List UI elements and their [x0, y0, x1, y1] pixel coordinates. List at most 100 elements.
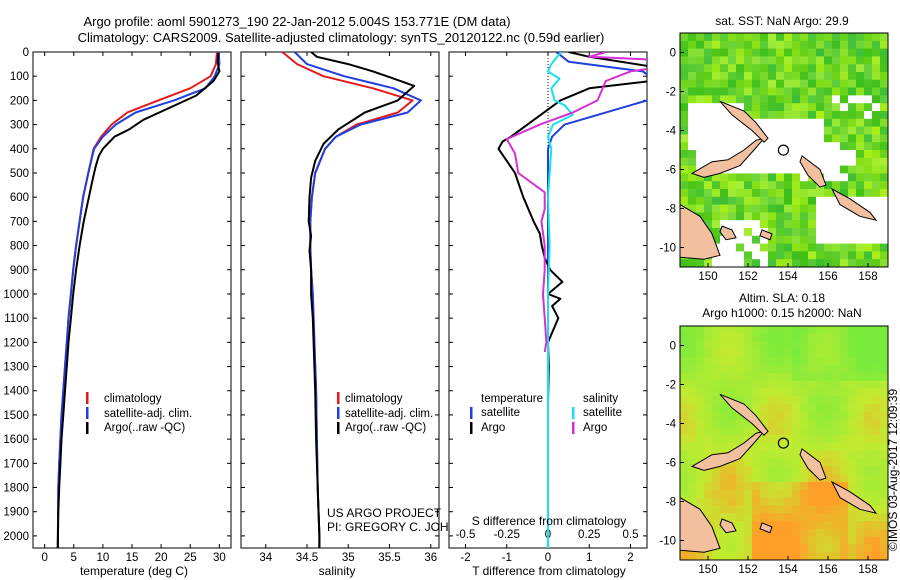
sst-cell [872, 79, 881, 89]
sst-cell [864, 40, 873, 50]
sst-cell [840, 228, 849, 237]
sla-cell [696, 396, 705, 405]
sst-cell [696, 103, 705, 112]
legend-swatch-climatology [86, 392, 89, 404]
sst-cell [768, 189, 777, 198]
sst-cell [728, 33, 737, 42]
sla-cell [752, 326, 761, 335]
sst-cell [776, 48, 785, 57]
sla-cell [720, 536, 729, 545]
sla-cell [776, 544, 785, 553]
sst-cell [728, 87, 737, 96]
sla-cell [808, 365, 817, 374]
sst-cell [736, 33, 745, 42]
sst-cell [752, 72, 761, 81]
sst-cell [840, 189, 849, 198]
sst-cell [872, 165, 881, 174]
header-title-line-1: Argo profile: aoml 5901273_190 22-Jan-20… [83, 14, 510, 29]
sst-cell [832, 259, 841, 267]
temperature-series [56, 52, 221, 548]
sst-cell [856, 150, 865, 159]
sst-cell [824, 165, 833, 174]
sst-cell [720, 212, 729, 221]
sla-cell [880, 404, 888, 413]
sla-cell [840, 536, 849, 545]
sst-cell [864, 243, 873, 252]
sla-cell [848, 380, 857, 389]
legend-header-salinity: salinity [583, 393, 618, 405]
sla-cell [736, 341, 745, 350]
sst-cell [680, 134, 689, 143]
sla-cell [736, 326, 745, 335]
sst-cell [760, 243, 769, 252]
sst-cell [784, 126, 793, 135]
sst-cell [744, 204, 753, 213]
sla-cell [816, 482, 825, 491]
sst-cell [872, 251, 881, 260]
sst-cell [792, 212, 801, 221]
sla-cell [696, 326, 705, 335]
sla-cell [704, 396, 713, 405]
sst-cell [768, 165, 777, 174]
sst-cell [840, 220, 849, 229]
sst-cell [832, 204, 841, 213]
sst-cell [832, 228, 841, 237]
sst-cell [800, 79, 809, 89]
sst-cell [688, 259, 697, 267]
sla-cell [696, 435, 705, 444]
sst-cell [856, 48, 865, 57]
sst-cell [856, 173, 865, 182]
sst-cell [840, 235, 849, 245]
sst-cell [800, 220, 809, 229]
sst-cell [816, 212, 825, 221]
sla-cell [792, 536, 801, 545]
sla-cell [752, 489, 761, 499]
sst-cell [864, 173, 873, 182]
sla-cell [848, 474, 857, 483]
sst-cell [680, 142, 689, 151]
sst-cell [816, 150, 825, 159]
sst-cell [808, 157, 817, 167]
sla-cell [688, 357, 697, 366]
sst-cell [816, 103, 825, 112]
sst-cell [864, 150, 873, 159]
sst-cell [808, 251, 817, 260]
sst-cell [768, 103, 777, 112]
sla-cell [720, 411, 729, 421]
sst-cell [864, 87, 873, 96]
sla-cell [808, 341, 817, 350]
sst-cell [800, 48, 809, 57]
sla-cell [824, 435, 833, 444]
sla-cell [792, 466, 801, 475]
sla-cell [864, 411, 873, 421]
sla-cell [760, 450, 769, 460]
sst-cell [744, 134, 753, 143]
sla-cell [816, 521, 825, 530]
sla-cell [848, 341, 857, 350]
sla-cell [752, 521, 761, 530]
sst-cell [776, 228, 785, 237]
sst-cell [696, 95, 705, 104]
sst-cell [800, 103, 809, 112]
sst-cell [720, 235, 729, 245]
sst-cell [768, 150, 777, 159]
sla-cell [728, 544, 737, 553]
sst-cell [848, 87, 857, 96]
sla-cell [704, 326, 713, 335]
sla-cell [784, 357, 793, 366]
sst-cell [864, 126, 873, 135]
depth-tick-label: 2000 [3, 531, 29, 543]
sst-cell [816, 196, 825, 206]
sst-cell [792, 259, 801, 267]
sst-cell [824, 251, 833, 260]
header-title-line-2: Climatology: CARS2009. Satellite-adjuste… [78, 30, 605, 45]
sla-cell [680, 388, 689, 397]
sla-cell [776, 536, 785, 545]
sla-cell [808, 482, 817, 491]
sla-cell [728, 489, 737, 499]
sst-cell [840, 79, 849, 89]
sla-cell [856, 536, 865, 545]
sst-cell [768, 235, 777, 245]
sla-cell [856, 435, 865, 444]
sla-cell [720, 349, 729, 358]
